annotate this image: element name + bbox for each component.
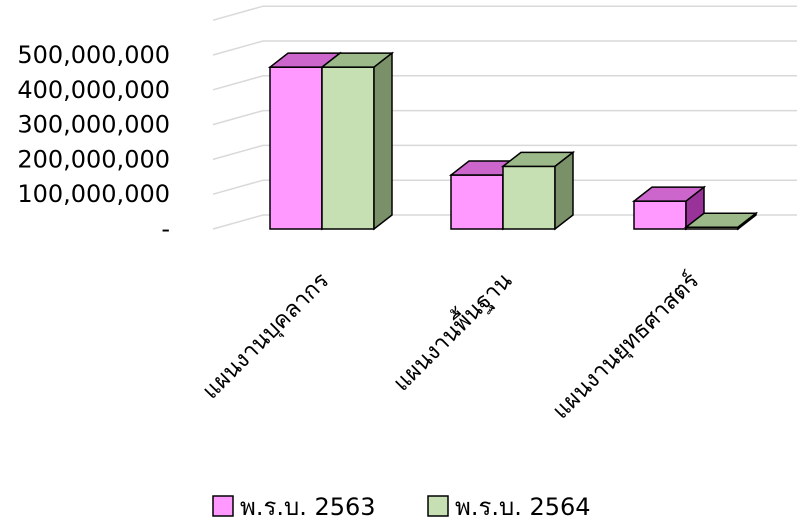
- bar-front: [502, 165, 556, 230]
- y-tick-label: 200,000,000: [17, 145, 170, 173]
- x-axis-categories: แผนงานบุคลากร แผนงานพื้นฐาน แผนงานยุทธศาสต…: [198, 265, 705, 425]
- gridline: [212, 214, 797, 230]
- category-label: แผนงานพื้นฐาน: [386, 265, 518, 397]
- legend: พ.ร.บ. 2563 พ.ร.บ. 2564: [212, 493, 591, 521]
- y-tick-label: 300,000,000: [17, 111, 170, 139]
- bar: [683, 211, 759, 231]
- bar: [319, 51, 395, 231]
- legend-swatch: [212, 495, 234, 517]
- gridline: [212, 40, 797, 56]
- gridline: [212, 109, 797, 126]
- gridline: [212, 144, 797, 161]
- gridlines: [212, 5, 797, 230]
- category-label: แผนงานยุทธศาสตร์: [547, 267, 704, 424]
- bar-front: [450, 174, 504, 230]
- bar: [500, 150, 576, 231]
- y-tick-label: 500,000,000: [17, 41, 170, 69]
- category-label: แผนงานบุคลากร: [198, 268, 335, 405]
- bar-side: [737, 211, 757, 231]
- y-tick-label: -: [161, 215, 170, 243]
- legend-label: พ.ร.บ. 2563: [240, 493, 376, 521]
- bar-front: [269, 66, 323, 230]
- bar-front: [633, 200, 687, 230]
- gridline: [212, 5, 797, 21]
- legend-swatch: [427, 495, 449, 517]
- gridline: [212, 75, 797, 91]
- bar-front: [321, 66, 375, 230]
- bar-side: [554, 150, 574, 231]
- gridline: [212, 179, 797, 195]
- y-axis-ticks: - 100,000,000 200,000,000 300,000,000 400,00…: [17, 41, 170, 243]
- bars: [267, 51, 759, 231]
- bar-side: [373, 51, 393, 231]
- legend-item: พ.ร.บ. 2564: [427, 493, 591, 521]
- y-tick-label: 100,000,000: [17, 180, 170, 208]
- legend-item: พ.ร.บ. 2563: [212, 493, 376, 521]
- y-tick-label: 400,000,000: [17, 76, 170, 104]
- bar: [631, 185, 707, 231]
- legend-label: พ.ร.บ. 2564: [455, 493, 591, 521]
